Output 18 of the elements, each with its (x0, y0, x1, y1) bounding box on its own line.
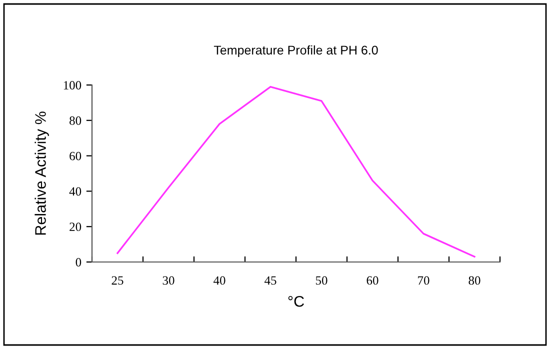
x-tick-label: 50 (316, 276, 328, 285)
x-tick-label: 25 (112, 276, 124, 285)
x-tick-label: 40 (213, 276, 226, 285)
line-series (116, 86, 476, 258)
x-tick-label: 70 (418, 276, 430, 285)
x-tick-label: 60 (366, 276, 378, 285)
y-tick-label: 80 (70, 116, 82, 125)
y-tick-label: 20 (70, 222, 82, 232)
y-tick-label: 100 (64, 81, 82, 90)
y-tick-label: 60 (70, 152, 82, 160)
y-tick-label: 0 (76, 258, 82, 266)
chart-title: Temperature Profile at PH 6.0 (214, 45, 378, 58)
x-tick-label: 30 (162, 276, 174, 285)
x-tick-label: 45 (264, 276, 276, 285)
y-tick-label: 40 (69, 187, 82, 196)
y-axis-title: Relative Activity % (34, 112, 49, 235)
x-axis-title: °C (288, 296, 304, 307)
x-tick-label: 80 (468, 276, 480, 285)
